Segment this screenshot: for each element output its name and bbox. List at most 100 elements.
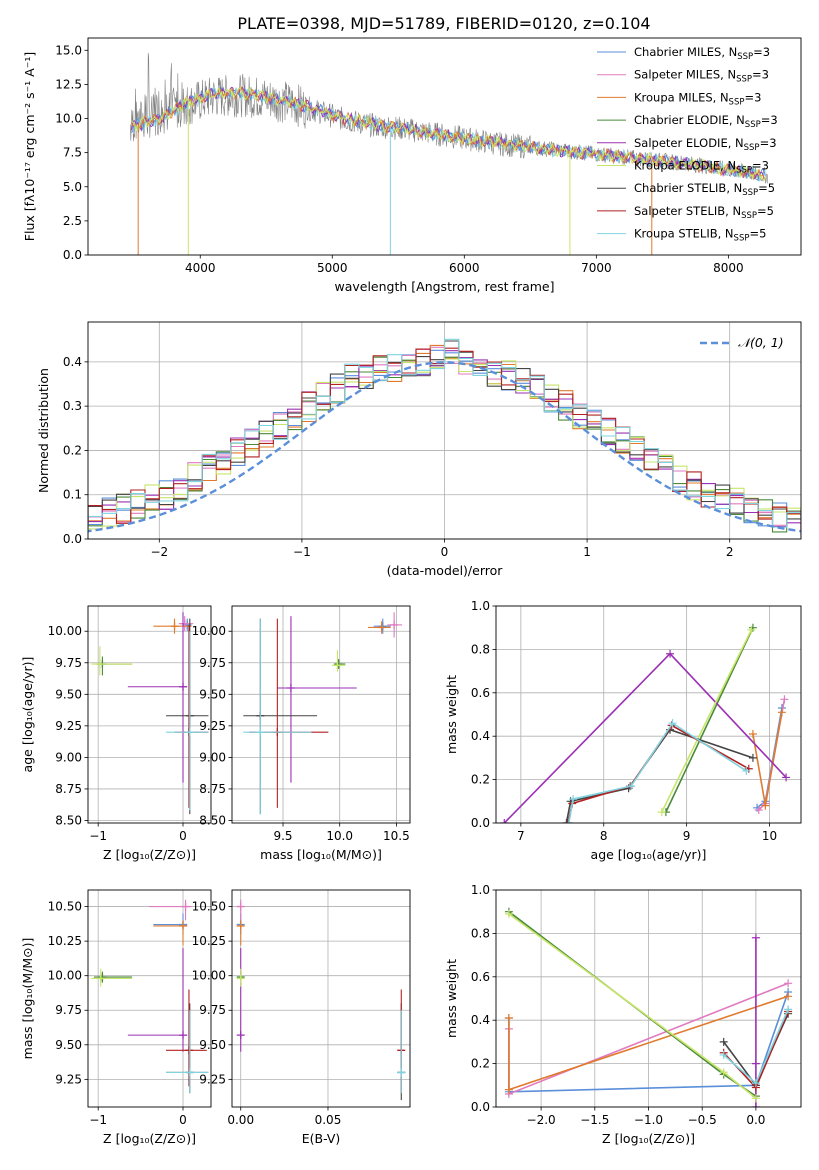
axes: −2.0 −1.5 −1.0 −0.5 0.0 0.0 0.2 0.4 0.6 0.8 1.0 Z […	[444, 883, 802, 1146]
grid	[496, 889, 801, 1108]
grid	[496, 605, 801, 824]
y-tick-label: 10.00	[192, 624, 226, 638]
axes: −2 −1 0 1 2 0.0 0.1 0.2 0.3 0.4 (data-model)/error…	[36, 321, 802, 578]
weight-point-marker	[564, 819, 573, 823]
weight-point-marker	[719, 1050, 728, 1059]
legend-rest: =3	[753, 45, 770, 59]
y-tick-label: 10.00	[192, 969, 226, 983]
data-point	[387, 612, 403, 638]
residual-histogram	[88, 350, 801, 535]
mass-weight-vs-age-panel: 7 8 9 10 0.0 0.2 0.4 0.6 0.8 1.0 age [log₁₀(age/yr…	[444, 599, 802, 862]
plot-area	[504, 907, 793, 1107]
axes: −1 0 9.25 9.50 9.75 10.00 10.25 10.50 Z [log₁₀(Z…	[20, 889, 212, 1146]
axes-frame	[495, 889, 802, 1108]
point-marker	[256, 728, 265, 737]
x-tick-label: −2.0	[527, 1113, 556, 1127]
weight-point-marker	[569, 795, 578, 804]
age-vs-metallicity-panel: −1 0 8.50 8.75 9.00 9.25 9.50 9.75 10.00 Z [log₁₀…	[20, 605, 212, 862]
spectrum-panel: 4000 5000 6000 7000 8000 0.0 2.5 5.0 7.5 10.0 12.5…	[22, 37, 802, 294]
weight-point-marker	[504, 909, 513, 918]
x-tick-label: −1	[89, 1113, 107, 1127]
axes-frame	[87, 321, 802, 540]
weight-point-marker	[564, 819, 573, 823]
x-tick-label: 10.5	[383, 829, 410, 843]
data-point	[149, 899, 192, 921]
grid	[88, 890, 211, 1107]
point-marker	[236, 902, 245, 911]
plot-area	[500, 623, 791, 823]
weight-point-marker	[784, 992, 793, 1001]
legend-label: Salpeter ELODIE, NSSP=3	[634, 136, 777, 153]
weight-point-marker	[748, 730, 757, 739]
weight-point-marker	[668, 719, 677, 728]
y-tick-label: 12.5	[55, 77, 82, 91]
y-tick-label: 10.0	[55, 112, 82, 126]
weight-point-marker	[719, 1068, 728, 1077]
data-point	[91, 968, 133, 987]
y-tick-label: 9.75	[199, 1003, 226, 1017]
legend-label: Chabrier MILES, NSSP=3	[634, 45, 770, 62]
point-marker	[397, 1068, 406, 1077]
point-marker	[179, 1031, 188, 1040]
data-point	[373, 618, 391, 634]
legend-rest: =5	[749, 227, 766, 241]
data-point	[166, 631, 209, 811]
x-axis-label: mass [log₁₀(M/M⊙)]	[260, 847, 382, 862]
axes: 4000 5000 6000 7000 8000 0.0 2.5 5.0 7.5 10.0 12.5…	[22, 37, 802, 294]
y-tick-label: 9.75	[199, 656, 226, 670]
legend-rest: =5	[758, 181, 775, 195]
residuals-panel: −2 −1 0 1 2 0.0 0.1 0.2 0.3 0.4 (data-model)/error…	[36, 321, 802, 578]
plot-area	[91, 612, 209, 815]
x-axis-label: age [log₁₀(age/yr)]	[591, 847, 707, 862]
y-tick-label: 9.50	[199, 1038, 226, 1052]
legend-rest: =3	[752, 68, 769, 82]
axes-frame	[495, 605, 802, 824]
grid	[232, 606, 410, 823]
data-point	[166, 1010, 209, 1094]
y-tick-label: 8.75	[55, 782, 82, 796]
weight-point-marker	[657, 808, 666, 817]
mass-vs-metallicity-panel: −1 0 9.25 9.50 9.75 10.00 10.25 10.50 Z [log₁₀(Z…	[20, 889, 212, 1146]
legend-label: Salpeter MILES, NSSP=3	[634, 68, 769, 85]
x-tick-label: 0.00	[227, 1113, 254, 1127]
y-tick-label: 10.00	[48, 969, 82, 983]
legend-label: Kroupa MILES, NSSP=3	[634, 90, 761, 107]
y-tick-label: 0.1	[63, 488, 82, 502]
x-tick-label: 0	[441, 545, 449, 559]
legend-subscript: SSP	[734, 234, 750, 244]
legend-label: Salpeter STELIB, NSSP=5	[634, 204, 774, 221]
y-tick-label: 9.50	[199, 687, 226, 701]
y-tick-label: 0.6	[471, 686, 490, 700]
grid	[232, 890, 410, 1107]
weight-point-marker	[782, 773, 791, 782]
x-tick-label: 9	[683, 829, 691, 843]
figure-title: PLATE=0398, MJD=51789, FIBERID=0120, z=0…	[237, 14, 650, 33]
data-point	[93, 971, 133, 983]
point-marker	[181, 902, 190, 911]
data-point	[368, 621, 391, 634]
weight-point-marker	[562, 819, 571, 823]
y-axis-label: mass [log₁₀(M/M⊙)]	[20, 938, 35, 1060]
weight-point-marker	[627, 782, 636, 791]
plot-area	[236, 899, 406, 1101]
x-axis-label: E(B-V)	[302, 1131, 341, 1146]
y-tick-label: 9.50	[55, 1038, 82, 1052]
x-tick-label: 6000	[449, 261, 480, 275]
data-point	[236, 920, 245, 946]
plot-area	[243, 612, 403, 815]
weight-point-marker	[504, 1085, 513, 1094]
x-tick-label: 0.0	[746, 1113, 765, 1127]
x-axis-label: Z [log₁₀(Z/Z⊙)]	[602, 1131, 695, 1146]
data-point	[236, 948, 245, 1052]
x-tick-label: 4000	[185, 261, 216, 275]
residual-histogram	[88, 349, 801, 527]
grid	[88, 606, 211, 823]
x-axis-label: (data-model)/error	[387, 563, 504, 578]
legend: 𝒩(0, 1)	[700, 335, 784, 350]
point-marker	[378, 622, 387, 631]
data-point	[127, 948, 188, 1052]
y-axis-label: mass weight	[444, 675, 459, 754]
y-tick-label: 9.50	[55, 687, 82, 701]
residual-histogram	[88, 338, 801, 535]
